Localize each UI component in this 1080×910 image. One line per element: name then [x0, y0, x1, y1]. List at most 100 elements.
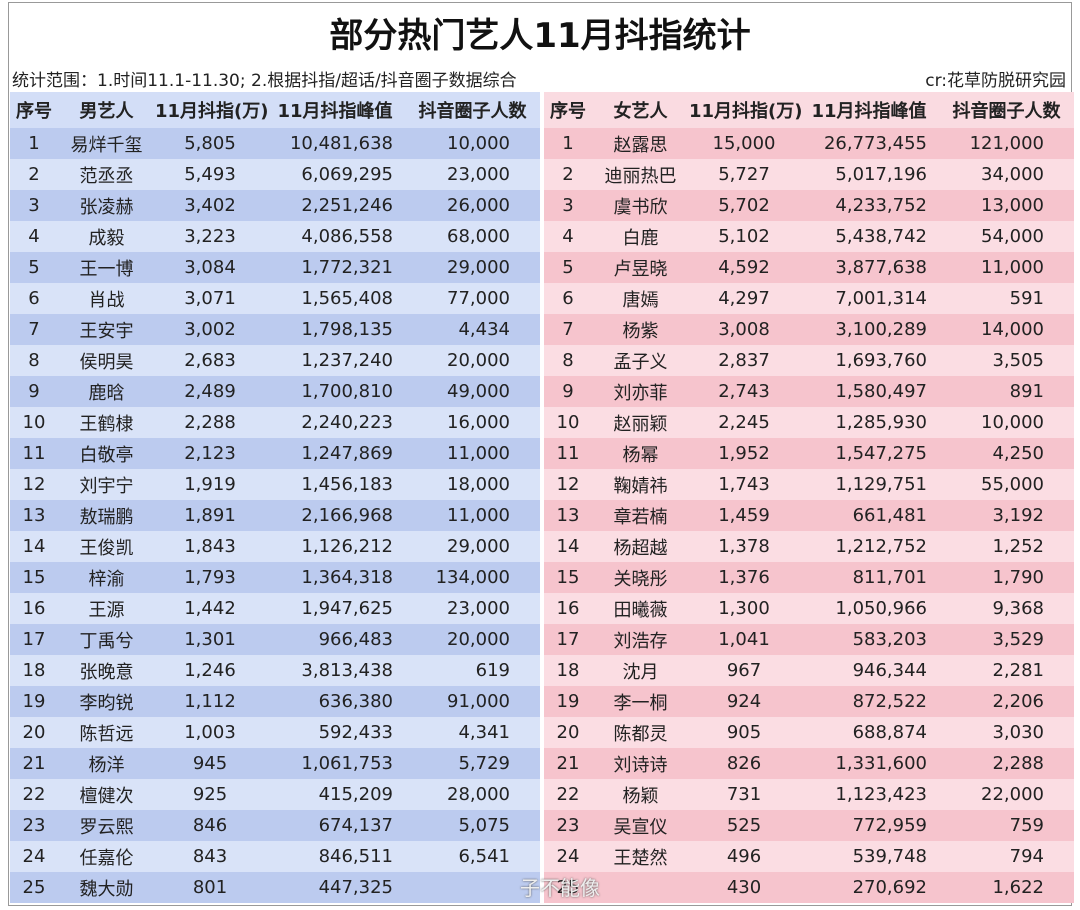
male-table: 序号 男艺人 11月抖指(万) 11月抖指峰值 抖音圈子人数 1 易烊千玺 5,805 10,4… [10, 92, 540, 903]
cell: 759 [1009, 815, 1044, 836]
cell: 1,112 [184, 691, 236, 712]
cell: 11 [22, 443, 46, 464]
cell: 20 [556, 722, 580, 743]
cell: 18,000 [447, 474, 510, 495]
cell: 2,206 [992, 691, 1044, 712]
cell: 14 [556, 536, 580, 557]
cell: 636,380 [318, 691, 393, 712]
cell: 檀健次 [79, 785, 134, 807]
cell: 5,729 [458, 753, 510, 774]
cell: 13 [22, 505, 46, 526]
cell: 68,000 [447, 226, 510, 247]
cell: 20,000 [447, 629, 510, 650]
cell: 王源 [88, 599, 125, 621]
cell: 陈哲远 [79, 723, 134, 745]
cell: 白鹿 [622, 227, 659, 249]
cell: 沈月 [622, 661, 659, 683]
table-row: 3 张凌赫 3,402 2,251,246 26,000 [10, 190, 540, 221]
column-header: 11月抖指峰值 [277, 101, 393, 122]
table-row: 11 杨幂 1,952 1,547,275 4,250 [544, 438, 1074, 469]
table-row: 6 肖战 3,071 1,565,408 77,000 [10, 283, 540, 314]
cell: 14 [22, 536, 46, 557]
cell: 4 [562, 226, 574, 247]
table-row: 15 梓渝 1,793 1,364,318 134,000 [10, 562, 540, 593]
cell: 3,100,289 [835, 319, 927, 340]
cell: 2,489 [184, 381, 236, 402]
cell: 415,209 [318, 784, 393, 805]
cell: 7 [28, 319, 40, 340]
cell: 12 [22, 474, 46, 495]
cell: 3,192 [992, 505, 1044, 526]
cell: 872,522 [852, 691, 927, 712]
cell: 134,000 [435, 567, 510, 588]
cell: 1,041 [718, 629, 770, 650]
cell: 23 [556, 815, 580, 836]
cell: 唐嫣 [622, 289, 659, 311]
cell: 杨紫 [622, 320, 659, 342]
cell: 1,622 [992, 877, 1044, 898]
cell: 794 [1009, 846, 1044, 867]
cell: 3,008 [718, 319, 770, 340]
cell: 12 [556, 474, 580, 495]
cell: 1 [28, 133, 40, 154]
cell: 20,000 [447, 350, 510, 371]
cell: 侯明昊 [79, 351, 134, 373]
column-header: 抖音圈子人数 [418, 101, 527, 122]
cell: 10,000 [447, 133, 510, 154]
cell: 945 [192, 753, 228, 774]
cell: 16 [22, 598, 46, 619]
table-row: 14 王俊凯 1,843 1,126,212 29,000 [10, 531, 540, 562]
cell: 3,002 [184, 319, 236, 340]
column-header: 序号 [16, 101, 52, 122]
cell: 843 [192, 846, 228, 867]
table-row: 20 陈哲远 1,003 592,433 4,341 [10, 717, 540, 748]
cell: 3,529 [992, 629, 1044, 650]
credit: cr:花草防脱研究园 [925, 71, 1066, 91]
cell: 801 [192, 877, 228, 898]
cell: 18 [22, 660, 46, 681]
cell: 2,837 [718, 350, 770, 371]
cell: 6,069,295 [301, 164, 393, 185]
cell: 270,692 [852, 877, 927, 898]
cell: 5,727 [718, 164, 770, 185]
table-row: 23 罗云熙 846 674,137 5,075 [10, 810, 540, 841]
cell: 1,693,760 [835, 350, 927, 371]
cell: 1,252 [992, 536, 1044, 557]
cell: 22 [22, 784, 46, 805]
table-row: 18 张晚意 1,246 3,813,438 619 [10, 655, 540, 686]
cell: 章若楠 [613, 506, 668, 528]
cell: 846,511 [318, 846, 393, 867]
cell: 20 [22, 722, 46, 743]
cell: 1,442 [184, 598, 236, 619]
cell: 3,030 [992, 722, 1044, 743]
cell: 易烊千玺 [70, 134, 143, 156]
table-row: 4 白鹿 5,102 5,438,742 54,000 [544, 221, 1074, 252]
cell: 1,212,752 [835, 536, 927, 557]
cell: 范丞丞 [79, 165, 134, 187]
table-row: 22 杨颖 731 1,123,423 22,000 [544, 779, 1074, 810]
cell: 1,003 [184, 722, 236, 743]
table-row: 2 范丞丞 5,493 6,069,295 23,000 [10, 159, 540, 190]
table-row: 25 魏大勋 801 447,325 [10, 872, 540, 903]
cell: 2,288 [992, 753, 1044, 774]
table-row: 17 刘浩存 1,041 583,203 3,529 [544, 624, 1074, 655]
cell: 22 [556, 784, 580, 805]
cell: 1,331,600 [835, 753, 927, 774]
cell: 3 [28, 195, 40, 216]
cell: 1,793 [184, 567, 236, 588]
cell: 赵丽颖 [613, 413, 668, 435]
cell: 王鹤棣 [79, 413, 134, 435]
cell: 731 [726, 784, 762, 805]
table-row: 21 杨洋 945 1,061,753 5,729 [10, 748, 540, 779]
cell: 梓渝 [88, 568, 125, 590]
cell: 1,364,318 [301, 567, 393, 588]
cell: 11,000 [981, 257, 1044, 278]
cell: 34,000 [981, 164, 1044, 185]
cell: 661,481 [852, 505, 927, 526]
cell: 54,000 [981, 226, 1044, 247]
cell: 11,000 [447, 443, 510, 464]
cell: 3,877,638 [835, 257, 927, 278]
cell: 李昀锐 [79, 692, 134, 714]
cell: 1,459 [718, 505, 770, 526]
